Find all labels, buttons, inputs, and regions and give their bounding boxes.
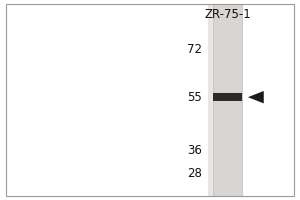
Bar	[213, 4, 242, 196]
Bar	[213, 93, 242, 101]
Polygon shape	[248, 91, 264, 103]
Text: 72: 72	[187, 43, 202, 56]
Text: 28: 28	[187, 167, 202, 180]
Text: 36: 36	[187, 144, 202, 157]
Bar	[208, 4, 213, 196]
Text: ZR-75-1: ZR-75-1	[204, 8, 251, 21]
Text: 55: 55	[187, 91, 202, 104]
